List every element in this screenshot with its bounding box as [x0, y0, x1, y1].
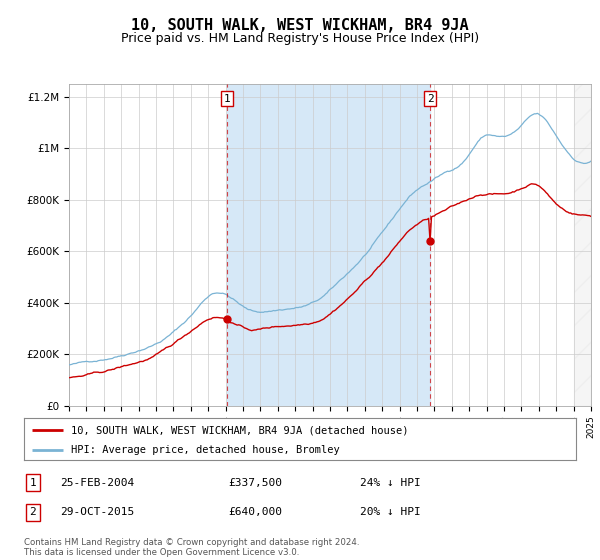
Text: 1: 1: [224, 94, 230, 104]
Text: 10, SOUTH WALK, WEST WICKHAM, BR4 9JA: 10, SOUTH WALK, WEST WICKHAM, BR4 9JA: [131, 18, 469, 33]
Bar: [227, 84, 430, 406]
Text: 29-OCT-2015: 29-OCT-2015: [60, 507, 134, 517]
Text: £640,000: £640,000: [228, 507, 282, 517]
Text: 24% ↓ HPI: 24% ↓ HPI: [360, 478, 421, 488]
Text: HPI: Average price, detached house, Bromley: HPI: Average price, detached house, Brom…: [71, 445, 340, 455]
Text: Contains HM Land Registry data © Crown copyright and database right 2024.
This d: Contains HM Land Registry data © Crown c…: [24, 538, 359, 557]
Text: Price paid vs. HM Land Registry's House Price Index (HPI): Price paid vs. HM Land Registry's House …: [121, 32, 479, 45]
Text: 10, SOUTH WALK, WEST WICKHAM, BR4 9JA (detached house): 10, SOUTH WALK, WEST WICKHAM, BR4 9JA (d…: [71, 425, 409, 435]
Text: 20% ↓ HPI: 20% ↓ HPI: [360, 507, 421, 517]
Text: 2: 2: [427, 94, 433, 104]
Bar: [574, 84, 591, 406]
Text: 1: 1: [29, 478, 37, 488]
Text: £337,500: £337,500: [228, 478, 282, 488]
Text: 2: 2: [29, 507, 37, 517]
Text: 25-FEB-2004: 25-FEB-2004: [60, 478, 134, 488]
